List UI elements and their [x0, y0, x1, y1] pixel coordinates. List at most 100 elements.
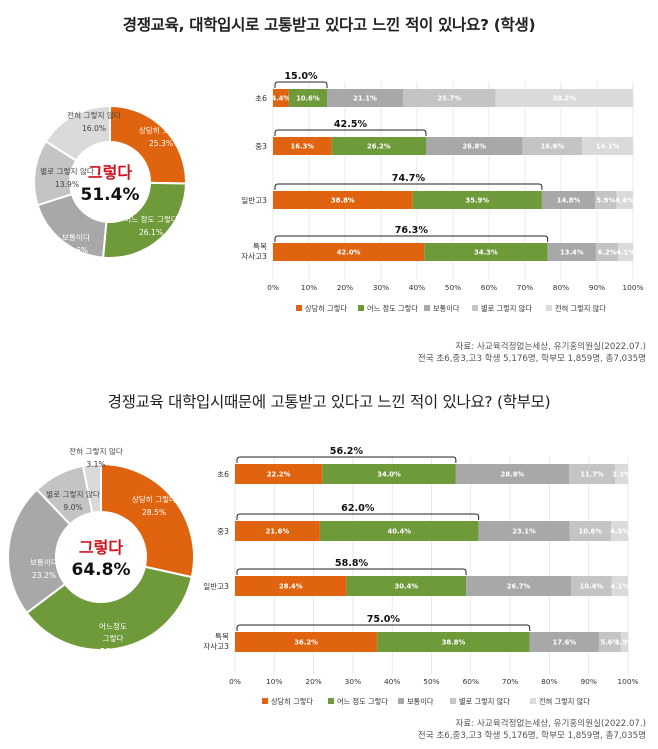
parents-category-label-3: 일반고3	[203, 582, 229, 591]
students-bar-4-seg-4	[595, 243, 619, 261]
parents-xtick-5: 50%	[423, 677, 439, 686]
parents-bar-2-seg-2	[319, 521, 479, 541]
students-bar-3-seg-1	[273, 191, 413, 209]
students-total-label-4: 76.3%	[395, 225, 429, 236]
parents-total-label-2: 62.0%	[341, 503, 375, 514]
students-bar-label-3-4: 5.9%	[596, 197, 615, 205]
students-bracket-1	[274, 81, 328, 88]
students-xtick-3: 30%	[373, 283, 389, 292]
parents-bar-label-1-5: 3.3%	[612, 471, 631, 479]
students-bar-1-seg-1	[273, 89, 289, 107]
parents-donut-value-5: 3.1%	[86, 460, 105, 469]
parents-donut-label-3: 보통이다	[30, 557, 58, 567]
parents-bar-4-seg-2	[377, 632, 530, 652]
parents-bar-3-seg-1	[235, 576, 347, 596]
students-legend-label-1: 상당히 그렇다	[305, 304, 347, 313]
parents-total-label-4: 75.0%	[367, 614, 401, 625]
students-xtick-9: 90%	[589, 283, 605, 292]
students-donut-center-value: 51.4%	[81, 185, 140, 205]
students-donut-slice-5	[44, 104, 111, 162]
students-bracket-3	[274, 183, 543, 190]
parents-donut-value-4: 9.0%	[63, 503, 82, 512]
parents-donut-slice-2	[25, 565, 193, 651]
students-bar-label-2-5: 14.1%	[596, 143, 620, 151]
parents-legend-label-5: 전혀 그렇지 않다	[539, 697, 590, 706]
parents-source-line2: 전국 초6,중3,고3 학생 5,176명, 학부모 1,859명, 총7,03…	[417, 731, 646, 741]
parents-bar-label-1-1: 22.2%	[267, 471, 291, 479]
students-bar-3-seg-5	[616, 191, 633, 209]
parents-bar-1-seg-4	[569, 464, 616, 484]
students-donut-label-1: 상당히 그렇다	[139, 125, 183, 135]
parents-bar-1-seg-2	[322, 464, 456, 484]
parents-bar-label-2-4: 10.6%	[578, 528, 602, 536]
students-xtick-2: 20%	[337, 283, 353, 292]
students-bar-4-seg-1	[273, 243, 425, 261]
students-legend-label-3: 보통이다	[433, 304, 460, 313]
parents-bar-label-2-3: 23.1%	[512, 528, 536, 536]
parents-xtick-0: 0%	[229, 677, 241, 686]
students-legend-label-2: 어느 정도 그렇다	[367, 304, 418, 313]
students-legend-label-4: 별로 그렇지 않다	[481, 304, 532, 313]
students-bar-2-seg-2	[331, 137, 426, 155]
parents-xtick-9: 90%	[580, 677, 596, 686]
parents-bar-3-seg-4	[571, 576, 612, 596]
parents-bar-label-4-4: 5.6%	[600, 639, 619, 647]
students-bar-2-seg-4	[522, 137, 583, 155]
students-bracket-2	[274, 129, 427, 136]
parents-bar-label-4-2: 38.8%	[442, 639, 466, 647]
parents-legend-swatch-5	[530, 698, 536, 704]
students-xtick-6: 60%	[481, 283, 497, 292]
students-bar-3-seg-3	[541, 191, 596, 209]
students-category-label-1: 초6	[255, 94, 267, 103]
parents-bar-2-seg-5	[611, 521, 628, 541]
students-xtick-8: 80%	[553, 283, 569, 292]
parents-bar-1-seg-5	[615, 464, 628, 484]
parents-legend-swatch-2	[328, 698, 334, 704]
parents-bracket-3	[236, 568, 467, 575]
students-bar-label-4-2: 34.3%	[474, 249, 498, 257]
parents-bar-3-seg-2	[346, 576, 467, 596]
students-section: 경쟁교육, 대학입시로 고통받고 있다고 느낀 적이 있나요? (학생) 상당히…	[33, 16, 646, 364]
students-bar-label-1-3: 21.1%	[353, 95, 377, 103]
students-donut-center-label: 그렇다	[88, 163, 132, 182]
parents-bar-3-seg-5	[611, 576, 628, 596]
parents-bar-label-1-2: 34.0%	[377, 471, 401, 479]
students-bar-3-seg-2	[412, 191, 542, 209]
parents-bar-1-seg-1	[235, 464, 323, 484]
parents-bar-2-seg-4	[569, 521, 612, 541]
students-source-line1: 자료: 사교육걱정없는세상, 유기홍의원실(2022.07.)	[455, 342, 646, 352]
parents-title: 경쟁교육 대학입시때문에 고통받고 있다고 느낀 적이 있나요? (학부모)	[107, 393, 551, 411]
parents-bracket-4	[236, 624, 531, 631]
parents-bar-label-4-1: 36.2%	[294, 639, 318, 647]
students-chart-area: 상당히 그렇다 25.3% 어느 정도 그렇다 26.1% 보통이다 18.6% 별로 그렇…	[33, 71, 644, 313]
students-bar-1-seg-5	[495, 89, 633, 107]
parents-bar-label-3-5: 4.1%	[611, 583, 630, 591]
parents-bar-4-seg-1	[235, 632, 378, 652]
students-bar-label-3-1: 38.8%	[331, 197, 355, 205]
parents-total-label-3: 58.8%	[335, 558, 369, 569]
parents-donut-slice-5	[81, 462, 102, 515]
students-bar-4-seg-5	[618, 243, 633, 261]
parents-bracket-2	[236, 513, 480, 520]
students-legend-swatch-5	[546, 305, 552, 311]
students-bar-label-2-1: 16.3%	[291, 143, 315, 151]
students-bar-label-1-5: 38.2%	[552, 95, 576, 103]
parents-donut-value-3: 23.2%	[32, 571, 56, 580]
parents-bar-label-2-5: 4.3%	[610, 528, 629, 536]
students-bar-2-seg-1	[273, 137, 332, 155]
parents-xtick-3: 30%	[345, 677, 361, 686]
parents-bar-4-seg-3	[529, 632, 599, 652]
parents-bar-1-seg-3	[455, 464, 570, 484]
students-bar-label-2-4: 16.6%	[541, 143, 565, 151]
students-bar-label-1-4: 25.7%	[437, 95, 461, 103]
parents-bar-label-3-4: 10.4%	[580, 583, 604, 591]
parents-xtick-4: 40%	[384, 677, 400, 686]
students-legend-swatch-3	[424, 305, 430, 311]
students-bar-2-seg-5	[582, 137, 633, 155]
parents-donut-label-4: 별로 그렇지 않다	[46, 489, 100, 499]
parents-legend-label-1: 상당히 그렇다	[271, 697, 313, 706]
parents-bar-label-4-3: 17.6%	[553, 639, 577, 647]
students-legend-label-5: 전혀 그렇지 않다	[555, 304, 606, 313]
students-bar-3-seg-4	[595, 191, 617, 209]
